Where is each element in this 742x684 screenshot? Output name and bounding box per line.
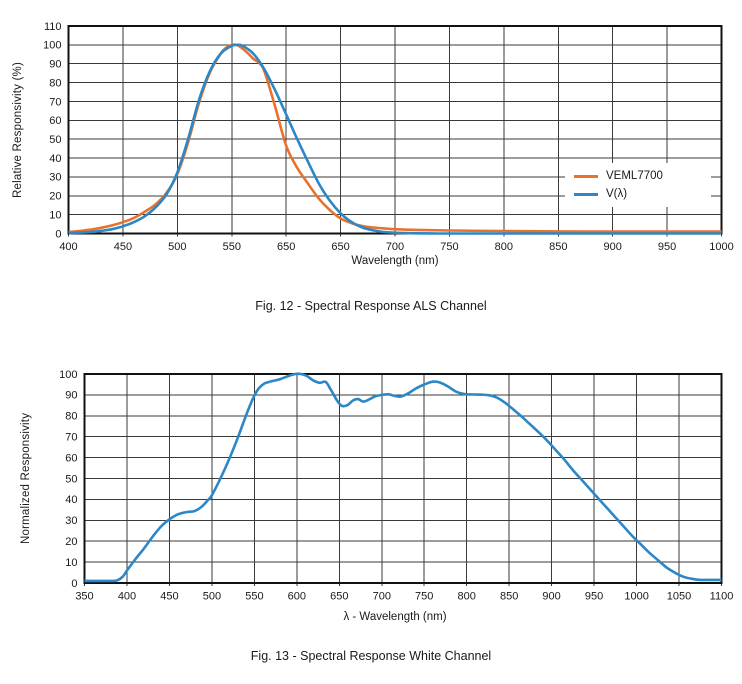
fig13-caption: Fig. 13 - Spectral Response White Channe…	[250, 649, 492, 663]
svg-text:20: 20	[65, 536, 77, 548]
svg-text:800: 800	[458, 591, 476, 603]
svg-text:70: 70	[65, 432, 77, 444]
svg-text:350: 350	[75, 591, 93, 603]
svg-text:60: 60	[49, 115, 61, 127]
svg-text:600: 600	[288, 591, 306, 603]
svg-text:20: 20	[49, 191, 61, 203]
svg-text:10: 10	[49, 209, 61, 221]
svg-text:850: 850	[500, 591, 518, 603]
svg-text:30: 30	[49, 172, 61, 184]
svg-text:500: 500	[168, 241, 186, 253]
svg-text:100: 100	[43, 40, 61, 52]
svg-text:80: 80	[65, 411, 77, 423]
svg-text:1100: 1100	[710, 591, 734, 603]
veml7700-line-swatch-icon	[574, 174, 598, 178]
svg-text:0: 0	[71, 578, 77, 590]
als-chart-canvas: 0 10 20 30 40 50 60 70 80 90 100 110 400 450 500 550 650…	[43, 21, 734, 253]
legend-label-veml7700: VEML7700	[606, 169, 663, 182]
svg-text:90: 90	[49, 59, 61, 71]
svg-text:30: 30	[65, 515, 77, 527]
svg-text:500: 500	[203, 591, 221, 603]
svg-text:40: 40	[65, 494, 77, 506]
svg-text:70: 70	[49, 96, 61, 108]
v-lambda-line-swatch-icon	[574, 192, 598, 196]
svg-text:650: 650	[330, 591, 348, 603]
svg-text:650: 650	[277, 241, 295, 253]
svg-text:550: 550	[223, 241, 241, 253]
svg-text:450: 450	[114, 241, 132, 253]
svg-text:750: 750	[415, 591, 433, 603]
svg-text:0: 0	[55, 228, 61, 240]
svg-text:10: 10	[65, 557, 77, 569]
svg-text:900: 900	[542, 591, 560, 603]
legend-item-veml7700: VEML7700	[573, 169, 711, 184]
legend-label-v-lambda: V(λ)	[606, 187, 628, 200]
svg-text:800: 800	[495, 241, 513, 253]
svg-text:110: 110	[44, 21, 62, 33]
svg-text:450: 450	[160, 591, 178, 603]
svg-text:400: 400	[118, 591, 136, 603]
fig12-caption: Fig. 12 - Spectral Response ALS Channel	[255, 299, 487, 313]
svg-text:50: 50	[65, 473, 77, 485]
svg-text:50: 50	[49, 134, 61, 146]
svg-text:700: 700	[386, 241, 404, 253]
svg-text:750: 750	[440, 241, 458, 253]
legend: VEML7700 V(λ)	[565, 163, 711, 207]
svg-text:90: 90	[65, 390, 77, 402]
svg-text:850: 850	[549, 241, 567, 253]
svg-text:1050: 1050	[667, 591, 691, 603]
svg-text:900: 900	[604, 241, 622, 253]
svg-text:400: 400	[59, 241, 77, 253]
svg-text:60: 60	[65, 452, 77, 464]
svg-text:700: 700	[373, 591, 391, 603]
fig12-x-axis-title: Wavelength (nm)	[351, 255, 439, 267]
svg-text:40: 40	[49, 153, 61, 165]
svg-text:1000: 1000	[624, 591, 648, 603]
svg-text:80: 80	[49, 77, 61, 89]
legend-item-v-lambda: V(λ)	[573, 187, 711, 202]
svg-text:550: 550	[245, 591, 263, 603]
fig13-x-axis-title: λ - Wavelength (nm)	[343, 611, 447, 623]
svg-text:1000: 1000	[709, 241, 733, 253]
svg-text:650: 650	[331, 241, 349, 253]
svg-text:950: 950	[585, 591, 603, 603]
white-chart-canvas: 0 10 20 30 40 50 60 70 80 90 100 350 400 450 500 550 600…	[59, 369, 734, 603]
svg-text:100: 100	[59, 369, 77, 381]
svg-text:950: 950	[658, 241, 676, 253]
